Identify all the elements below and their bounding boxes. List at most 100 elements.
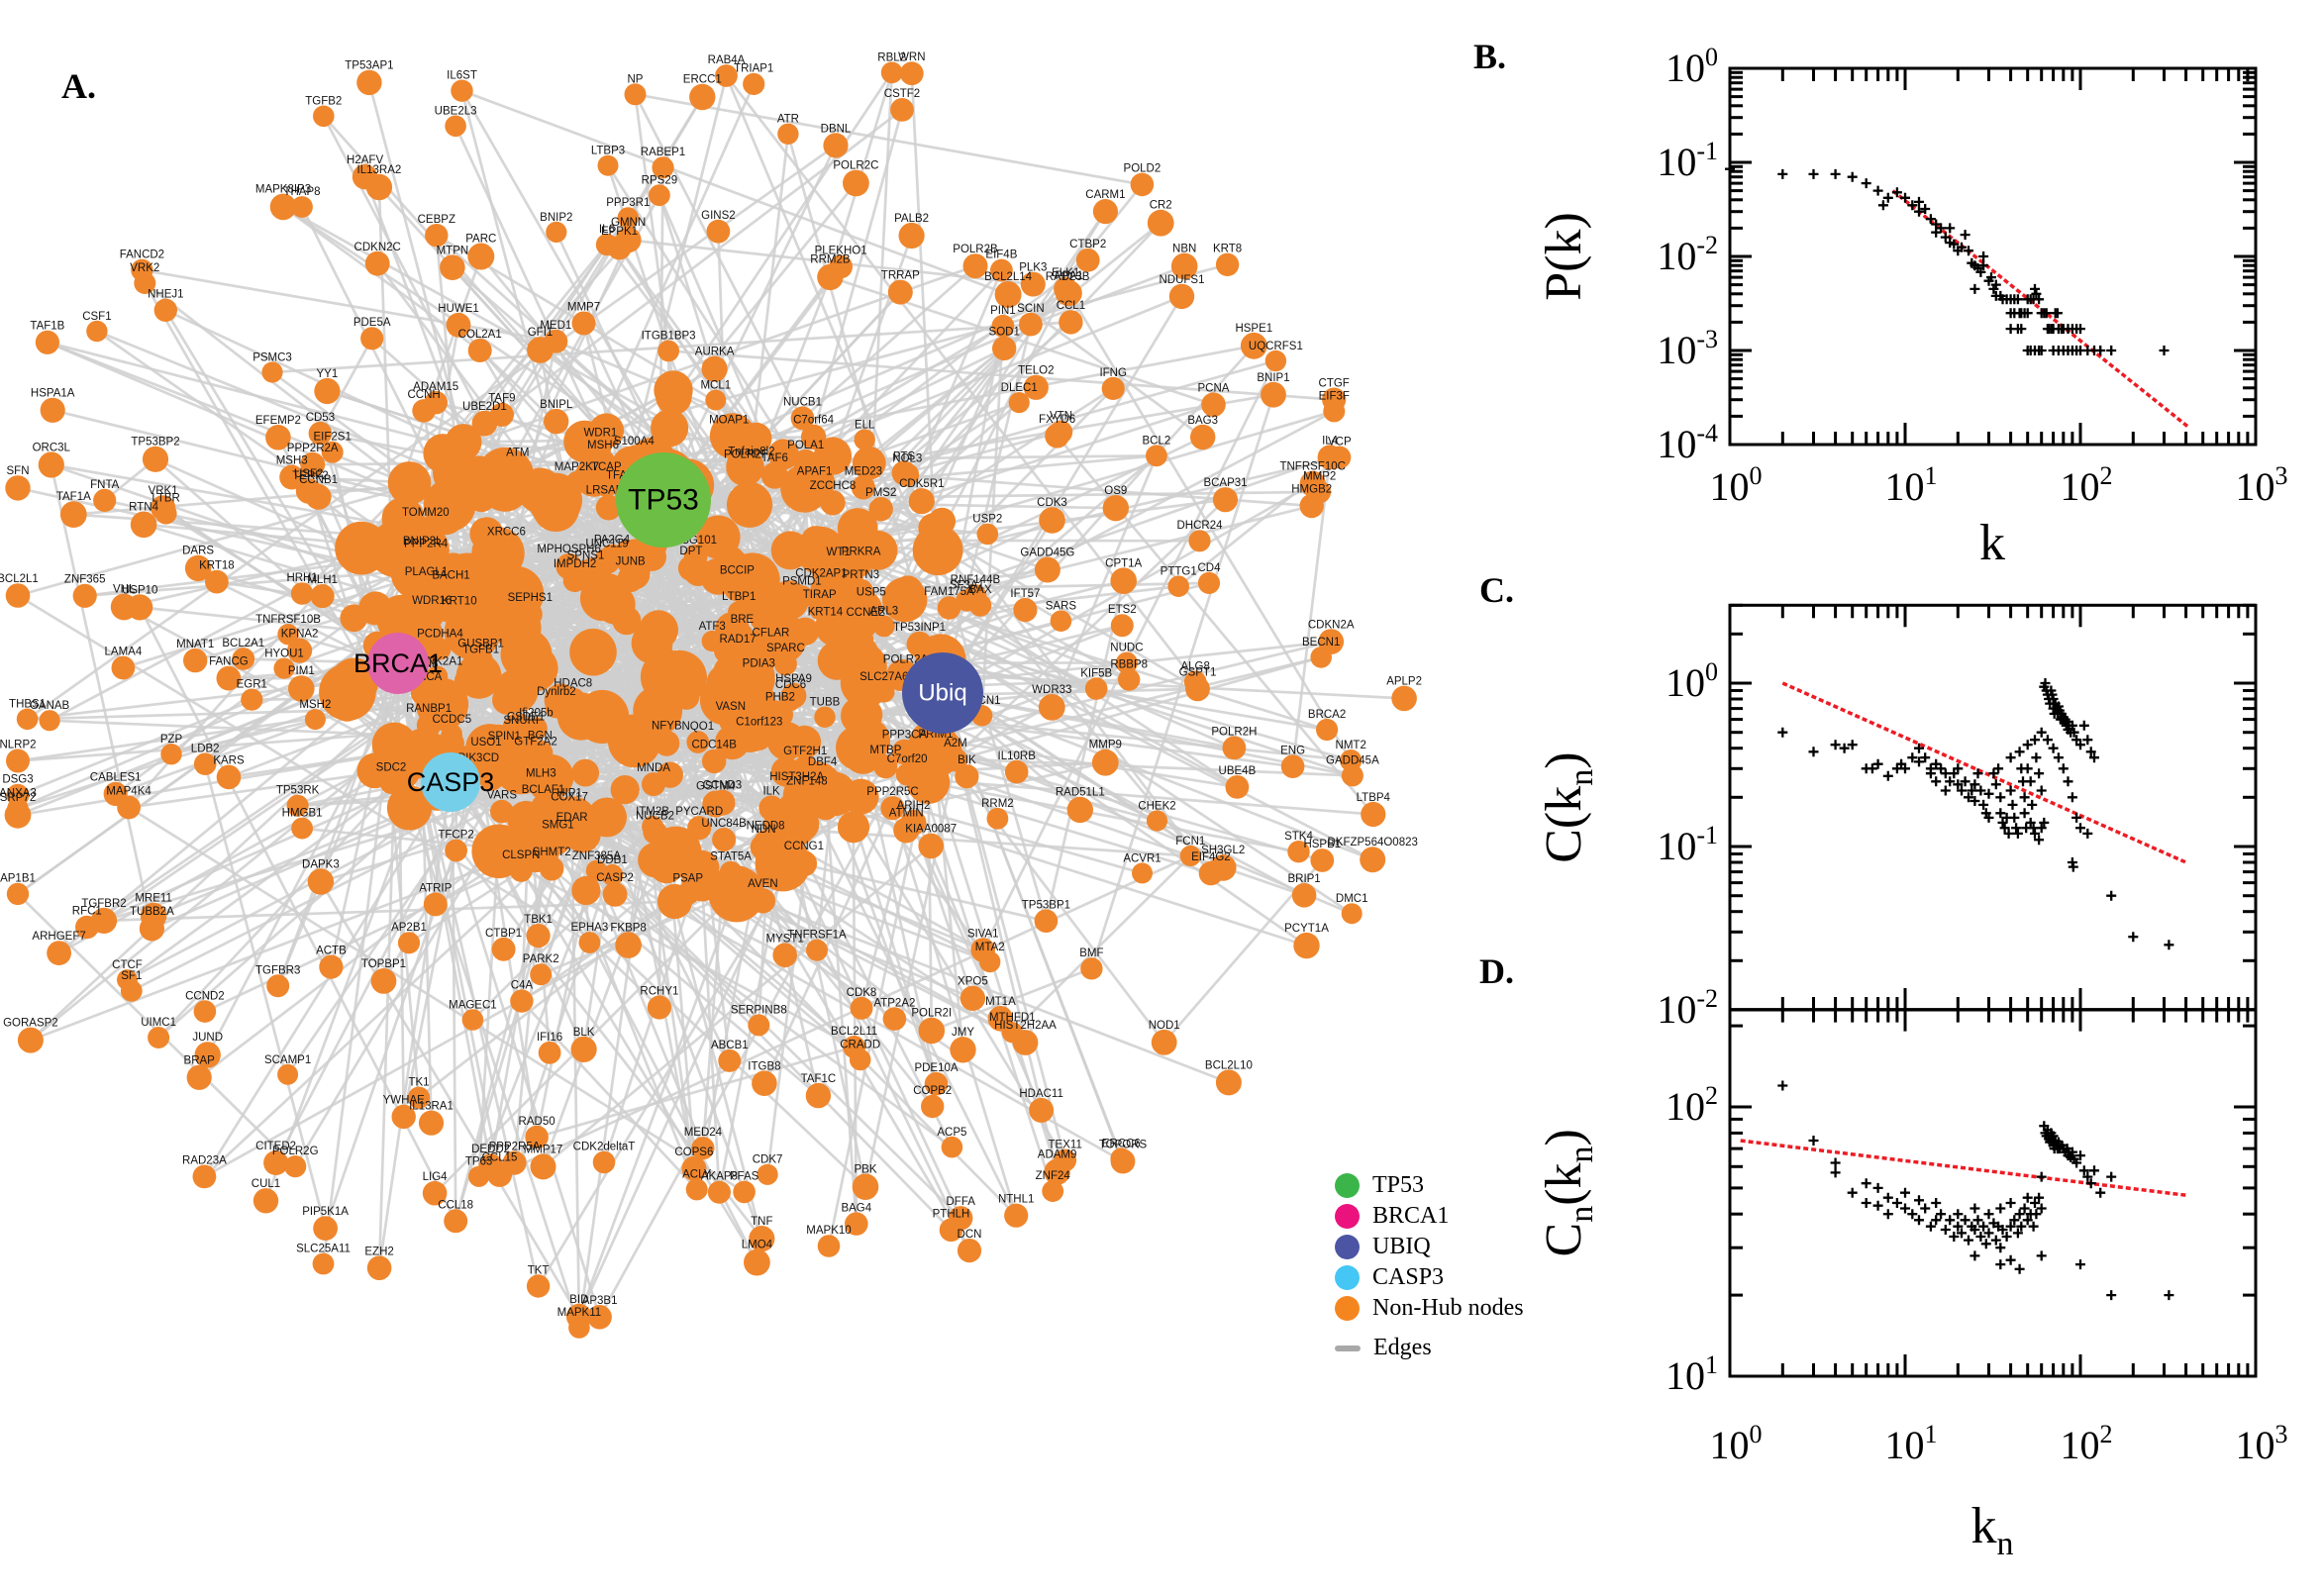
network-node[interactable]	[1075, 248, 1100, 272]
network-node[interactable]	[17, 1027, 44, 1053]
network-node[interactable]	[1110, 614, 1134, 638]
network-node[interactable]	[593, 470, 620, 497]
network-node[interactable]	[677, 554, 704, 581]
network-node[interactable]	[643, 640, 674, 671]
network-node[interactable]	[790, 617, 820, 646]
network-node[interactable]	[527, 740, 554, 766]
network-node[interactable]	[286, 794, 309, 817]
network-node[interactable]	[1013, 598, 1038, 623]
network-node[interactable]	[766, 722, 806, 760]
network-node[interactable]	[814, 706, 836, 728]
network-node[interactable]	[837, 811, 870, 844]
network-node[interactable]	[1130, 172, 1155, 197]
network-node[interactable]	[705, 389, 727, 411]
network-node[interactable]	[992, 336, 1017, 361]
network-node[interactable]	[760, 461, 788, 489]
hub-node-brca1[interactable]	[367, 633, 429, 694]
network-node[interactable]	[261, 361, 283, 383]
network-node[interactable]	[153, 298, 177, 322]
network-node[interactable]	[817, 641, 858, 680]
hub-node-ubiq[interactable]	[902, 652, 983, 734]
network-node[interactable]	[823, 133, 849, 158]
network-node[interactable]	[986, 807, 1009, 830]
hub-node-casp3[interactable]	[421, 752, 480, 812]
network-node[interactable]	[601, 863, 624, 886]
network-node[interactable]	[749, 1226, 775, 1252]
network-node[interactable]	[1341, 903, 1363, 925]
network-node[interactable]	[360, 327, 384, 350]
network-node[interactable]	[562, 568, 587, 593]
network-node[interactable]	[686, 731, 710, 753]
network-node[interactable]	[851, 475, 876, 500]
network-node[interactable]	[544, 408, 569, 435]
network-node[interactable]	[747, 726, 772, 750]
network-node[interactable]	[752, 1070, 777, 1096]
network-node[interactable]	[802, 475, 827, 499]
network-node[interactable]	[93, 488, 117, 512]
network-node[interactable]	[643, 820, 667, 845]
network-node[interactable]	[319, 954, 344, 979]
network-node[interactable]	[777, 123, 799, 145]
network-node[interactable]	[1185, 676, 1210, 702]
network-node[interactable]	[38, 451, 64, 478]
network-node[interactable]	[1170, 252, 1198, 280]
network-node[interactable]	[531, 794, 556, 818]
network-node[interactable]	[1190, 424, 1216, 450]
network-node[interactable]	[241, 688, 263, 711]
network-node[interactable]	[748, 587, 797, 637]
network-node[interactable]	[750, 888, 776, 914]
network-node[interactable]	[1264, 349, 1287, 372]
network-node[interactable]	[445, 839, 467, 862]
network-node[interactable]	[184, 554, 212, 582]
network-node[interactable]	[1132, 862, 1153, 884]
network-node[interactable]	[825, 556, 853, 584]
network-node[interactable]	[192, 1164, 217, 1189]
network-node[interactable]	[990, 258, 1013, 282]
network-node[interactable]	[565, 1303, 592, 1330]
network-node[interactable]	[918, 833, 944, 859]
network-node[interactable]	[899, 61, 924, 86]
network-node[interactable]	[848, 578, 874, 605]
network-node[interactable]	[1291, 883, 1317, 908]
network-node[interactable]	[718, 1048, 742, 1072]
network-node[interactable]	[792, 449, 819, 475]
network-node[interactable]	[809, 599, 831, 621]
network-node[interactable]	[445, 115, 466, 138]
network-node[interactable]	[1049, 420, 1073, 445]
network-node[interactable]	[587, 797, 627, 838]
network-node[interactable]	[892, 575, 924, 607]
network-node[interactable]	[269, 193, 297, 221]
network-node[interactable]	[738, 455, 764, 482]
network-node[interactable]	[772, 943, 797, 967]
network-node[interactable]	[702, 748, 727, 774]
network-node[interactable]	[976, 523, 999, 546]
network-node[interactable]	[949, 1206, 973, 1231]
network-node[interactable]	[706, 219, 731, 244]
network-node[interactable]	[471, 410, 498, 437]
network-node[interactable]	[252, 1188, 279, 1214]
network-node[interactable]	[556, 797, 582, 823]
network-node[interactable]	[780, 682, 807, 709]
network-node[interactable]	[810, 577, 833, 600]
network-node[interactable]	[882, 1007, 907, 1031]
network-node[interactable]	[726, 643, 750, 666]
network-node[interactable]	[120, 979, 143, 1002]
network-node[interactable]	[1299, 470, 1326, 497]
network-node[interactable]	[743, 72, 765, 95]
network-node[interactable]	[545, 829, 571, 855]
network-node[interactable]	[1044, 1158, 1070, 1185]
network-node[interactable]	[510, 989, 534, 1013]
network-node[interactable]	[440, 254, 465, 281]
network-node[interactable]	[183, 648, 208, 673]
network-node[interactable]	[571, 311, 596, 336]
network-node[interactable]	[654, 370, 693, 410]
network-node[interactable]	[194, 1042, 221, 1068]
network-node[interactable]	[525, 1125, 549, 1149]
network-node[interactable]	[873, 754, 898, 779]
network-node[interactable]	[205, 569, 229, 594]
network-node[interactable]	[4, 801, 32, 829]
network-node[interactable]	[513, 721, 539, 748]
network-node[interactable]	[748, 1014, 770, 1037]
network-node[interactable]	[1215, 1069, 1242, 1096]
network-node[interactable]	[186, 1064, 212, 1090]
